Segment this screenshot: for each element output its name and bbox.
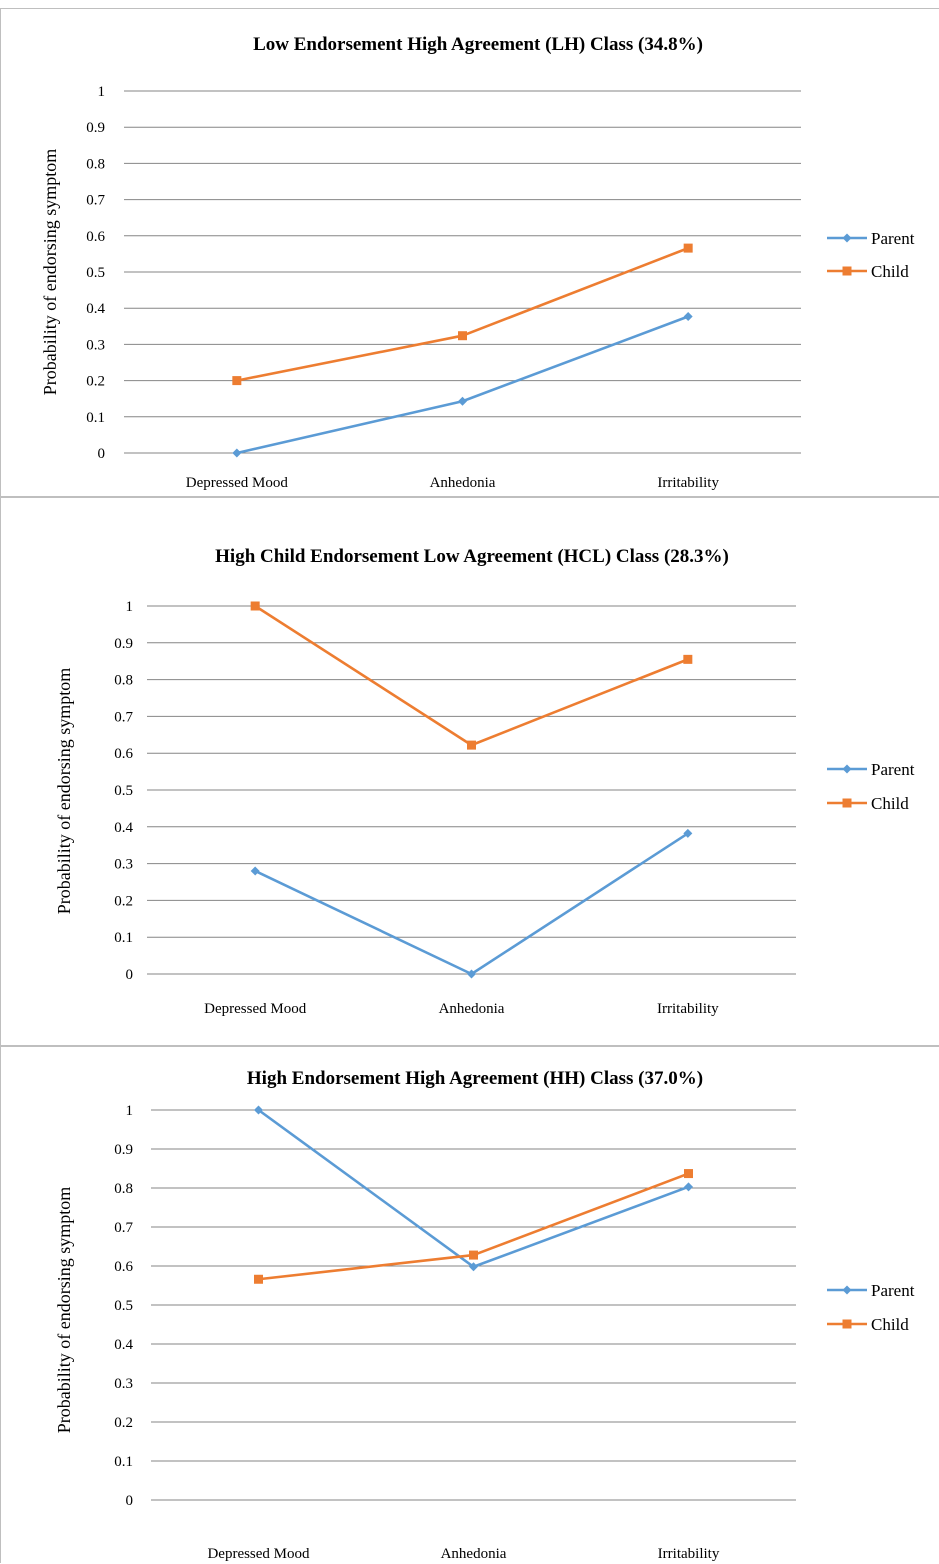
legend-entry: Parent — [827, 229, 915, 248]
data-point — [469, 1262, 478, 1272]
legend-label: Parent — [871, 1281, 915, 1300]
legend-marker — [842, 798, 852, 808]
chart-hh-svg: High Endorsement High Agreement (HH) Cla… — [54, 1068, 915, 1562]
chart-title: High Endorsement High Agreement (HH) Cla… — [247, 1068, 703, 1089]
y-tick-label: 0 — [98, 446, 106, 462]
series-child — [254, 1169, 693, 1284]
y-tick-label: 0.5 — [114, 1298, 133, 1314]
x-tick-label: Depressed Mood — [207, 1546, 310, 1562]
y-tick-label: 0.7 — [114, 709, 133, 725]
y-tick-label: 0.6 — [86, 229, 105, 245]
series-parent — [232, 312, 693, 458]
x-tick-label: Irritability — [657, 1001, 719, 1017]
chart-hcl-svg: High Child Endorsement Low Agreement (HC… — [54, 546, 915, 1017]
y-tick-label: 0.8 — [114, 1181, 133, 1197]
y-tick-label: 0.3 — [86, 337, 105, 353]
data-point — [683, 312, 693, 322]
y-tick-label: 1 — [98, 84, 106, 100]
chart-panel-hh: High Endorsement High Agreement (HH) Cla… — [0, 1046, 939, 1563]
x-tick-label: Anhedonia — [441, 1546, 507, 1562]
y-tick-label: 0.4 — [86, 301, 105, 317]
y-tick-label: 1 — [126, 599, 134, 615]
data-point — [254, 1105, 263, 1115]
y-tick-label: 0.6 — [114, 746, 133, 762]
y-tick-label: 0.7 — [114, 1220, 133, 1236]
legend-label: Parent — [871, 229, 915, 248]
y-tick-label: 0 — [126, 1493, 134, 1509]
y-tick-label: 0.5 — [114, 783, 133, 799]
y-tick-label: 0.9 — [86, 120, 105, 136]
y-tick-label: 0.2 — [114, 893, 133, 909]
legend-marker — [842, 266, 852, 276]
x-tick-label: Irritability — [657, 475, 719, 491]
legend-label: Child — [871, 1315, 909, 1334]
y-tick-label: 0.2 — [86, 374, 105, 390]
y-tick-label: 0.1 — [114, 930, 133, 946]
legend-label: Parent — [871, 760, 915, 779]
legend-label: Child — [871, 262, 909, 281]
series-parent — [250, 828, 693, 979]
legend-entry: Parent — [827, 760, 915, 779]
data-point — [467, 969, 476, 979]
y-tick-label: 0.8 — [114, 673, 133, 689]
legend-entry: Child — [827, 1315, 909, 1334]
data-point — [250, 866, 260, 876]
legend-marker — [842, 233, 852, 243]
x-tick-label: Depressed Mood — [186, 475, 289, 491]
legend-marker — [842, 764, 852, 774]
data-point — [232, 448, 242, 458]
x-tick-label: Irritability — [658, 1546, 720, 1562]
y-axis-label: Probability of endorsing symptom — [54, 1187, 74, 1434]
data-point — [232, 376, 242, 386]
x-tick-label: Depressed Mood — [204, 1001, 307, 1017]
x-tick-label: Anhedonia — [430, 475, 496, 491]
y-tick-label: 1 — [126, 1103, 134, 1119]
legend-marker — [842, 1285, 852, 1295]
y-tick-label: 0.1 — [114, 1454, 133, 1470]
y-tick-label: 0.4 — [114, 1337, 133, 1353]
series-child — [232, 243, 693, 386]
data-point — [458, 396, 467, 406]
data-point — [683, 243, 693, 253]
y-tick-label: 0.9 — [114, 1142, 133, 1158]
data-point — [254, 1274, 263, 1284]
data-point — [683, 828, 693, 838]
chart-lh-svg: Low Endorsement High Agreement (LH) Clas… — [40, 34, 915, 491]
data-point — [684, 1182, 693, 1192]
y-tick-label: 0.3 — [114, 1376, 133, 1392]
data-point — [467, 740, 476, 750]
legend-entry: Child — [827, 794, 909, 813]
data-point — [469, 1250, 478, 1260]
series-line — [254, 604, 689, 747]
legend-entry: Child — [827, 262, 909, 281]
y-tick-label: 0.2 — [114, 1415, 133, 1431]
y-tick-label: 0.9 — [114, 636, 133, 652]
y-tick-label: 0.1 — [86, 410, 105, 426]
series-child — [250, 601, 693, 750]
data-point — [458, 331, 467, 341]
y-tick-label: 0.7 — [86, 193, 105, 209]
data-point — [684, 1169, 693, 1179]
series-line — [254, 832, 689, 976]
y-axis-label: Probability of endorsing symptom — [40, 149, 60, 396]
chart-title: High Child Endorsement Low Agreement (HC… — [215, 546, 729, 567]
legend-entry: Parent — [827, 1281, 915, 1300]
y-tick-label: 0.8 — [86, 156, 105, 172]
y-tick-label: 0 — [126, 967, 134, 983]
data-point — [683, 654, 693, 664]
y-tick-label: 0.5 — [86, 265, 105, 281]
chart-panel-lh: Low Endorsement High Agreement (LH) Clas… — [0, 8, 939, 497]
x-tick-label: Anhedonia — [439, 1001, 505, 1017]
series-line — [236, 246, 689, 382]
data-point — [250, 601, 260, 611]
y-tick-label: 0.4 — [114, 820, 133, 836]
legend-marker — [842, 1319, 852, 1329]
chart-panel-hcl: High Child Endorsement Low Agreement (HC… — [0, 497, 939, 1046]
y-tick-label: 0.6 — [114, 1259, 133, 1275]
chart-title: Low Endorsement High Agreement (LH) Clas… — [253, 34, 703, 55]
series-parent — [254, 1105, 693, 1272]
y-axis-label: Probability of endorsing symptom — [54, 668, 74, 915]
legend-label: Child — [871, 794, 909, 813]
y-tick-label: 0.3 — [114, 857, 133, 873]
